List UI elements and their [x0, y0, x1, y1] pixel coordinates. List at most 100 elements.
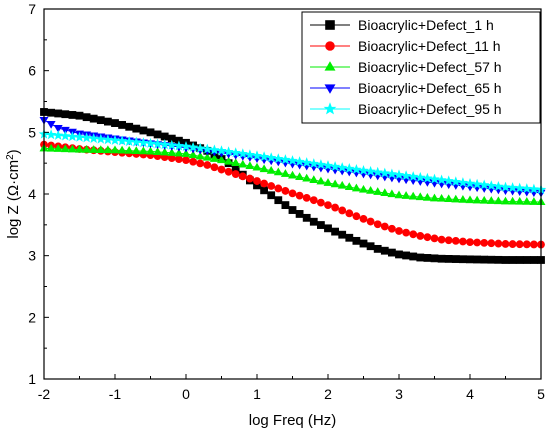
data-point	[265, 152, 277, 163]
data-point	[288, 189, 297, 198]
data-point	[508, 196, 518, 205]
data-point	[437, 235, 446, 244]
data-point	[253, 177, 261, 185]
data-point	[337, 180, 347, 189]
data-point	[480, 238, 489, 247]
data-point	[487, 239, 496, 248]
legend-label: Bioacrylic+Defect_11 h	[358, 38, 501, 54]
data-point	[402, 228, 410, 237]
data-point	[104, 117, 112, 126]
data-point	[515, 196, 525, 205]
legend-marker	[325, 20, 335, 30]
data-point	[522, 197, 532, 205]
data-point	[338, 230, 347, 239]
data-point	[273, 153, 284, 164]
series-5	[38, 128, 547, 195]
data-point	[124, 145, 134, 154]
data-point	[238, 172, 247, 181]
data-point	[444, 255, 453, 263]
data-point	[359, 214, 368, 223]
data-point	[187, 141, 199, 152]
data-point	[379, 167, 391, 178]
data-point	[437, 193, 447, 202]
data-point	[110, 145, 120, 154]
data-point	[430, 234, 439, 243]
x-axis-label: log Freq (Hz)	[249, 412, 337, 429]
data-point	[451, 255, 460, 263]
data-point	[324, 224, 332, 233]
data-point	[352, 236, 361, 245]
data-point	[202, 152, 212, 161]
y-tick-label: 6	[28, 63, 36, 79]
data-point	[61, 110, 70, 119]
legend-entry: Bioacrylic+Defect_11 h	[310, 38, 501, 54]
y-tick-label: 3	[28, 248, 36, 264]
y-axis-label-superscript: 2	[5, 154, 16, 160]
data-point	[60, 130, 71, 141]
x-tick-label: 0	[182, 386, 190, 402]
data-point	[507, 182, 518, 193]
data-point	[380, 188, 390, 197]
data-point	[54, 109, 63, 118]
data-point	[153, 130, 162, 139]
series-line	[43, 119, 542, 194]
data-point	[251, 150, 263, 161]
data-point	[351, 183, 361, 192]
legend-marker	[324, 61, 336, 71]
data-point	[117, 145, 127, 154]
data-point	[500, 181, 511, 192]
legend-entry: Bioacrylic+Defect_1 h	[310, 17, 494, 33]
data-point	[373, 187, 383, 195]
data-point	[273, 167, 283, 176]
data-point	[415, 192, 425, 201]
data-point	[288, 206, 297, 214]
data-point	[82, 113, 91, 122]
data-point	[181, 149, 191, 157]
data-point	[331, 203, 339, 212]
data-point	[89, 114, 98, 123]
data-point	[322, 160, 334, 171]
data-point	[409, 252, 418, 261]
x-tick-label: 1	[253, 386, 261, 402]
data-point	[422, 192, 432, 201]
data-point	[415, 171, 426, 182]
data-point	[210, 163, 219, 172]
data-point	[223, 146, 234, 157]
data-point	[182, 156, 190, 164]
data-point	[444, 236, 453, 245]
data-point	[280, 169, 290, 177]
data-point	[366, 242, 375, 251]
y-tick-label: 1	[28, 371, 36, 387]
data-point	[259, 164, 269, 173]
data-point	[132, 124, 141, 133]
data-point	[380, 222, 389, 231]
data-point	[153, 147, 163, 155]
data-point	[530, 240, 538, 249]
data-point	[258, 151, 270, 162]
data-point	[209, 154, 219, 162]
data-point	[422, 172, 433, 183]
data-point	[344, 182, 354, 190]
data-point	[508, 240, 517, 248]
legend-marker	[323, 102, 337, 115]
data-point	[386, 168, 398, 179]
data-point	[486, 196, 496, 204]
data-point	[217, 165, 226, 174]
y-axis-label: log Z (Ω·cm2)	[5, 149, 23, 238]
legend-entry: Bioacrylic+Defect_57 h	[310, 59, 502, 75]
data-point	[118, 121, 126, 129]
data-point	[358, 165, 369, 176]
data-point	[82, 144, 92, 153]
y-tick-label: 4	[28, 186, 36, 202]
data-point	[352, 212, 361, 221]
data-point	[245, 174, 254, 183]
data-point	[373, 244, 382, 253]
data-point	[395, 250, 403, 259]
y-tick-label: 7	[28, 1, 36, 17]
data-point	[302, 194, 311, 202]
data-point	[209, 144, 220, 155]
data-point	[416, 253, 425, 262]
data-point	[514, 182, 525, 193]
data-point	[202, 143, 213, 154]
